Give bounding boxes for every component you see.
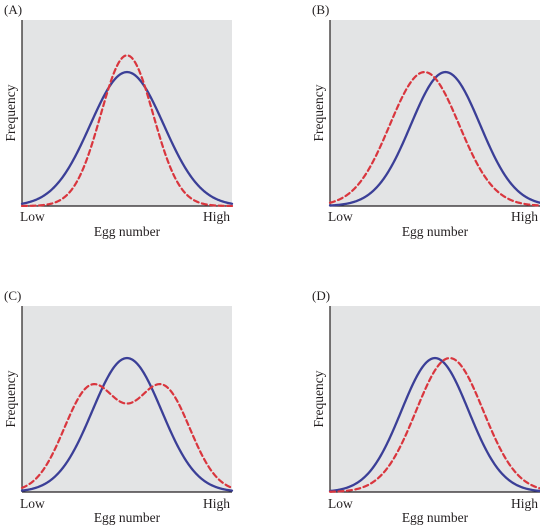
solid-series-line <box>20 70 234 205</box>
panel-label: (A) <box>4 2 22 17</box>
dashed-series-line <box>328 356 540 493</box>
plot-area <box>330 306 540 492</box>
x-axis-title: Egg number <box>94 510 161 525</box>
y-axis-title: Frequency <box>311 84 326 141</box>
chart-panel-a: (A) Frequency Low High Egg number <box>3 2 234 239</box>
x-axis-title: Egg number <box>94 224 161 239</box>
x-tick-label-low: Low <box>328 209 353 224</box>
chart-panel-b: (B) Frequency Low High Egg number <box>311 2 540 239</box>
x-axis-title: Egg number <box>402 224 469 239</box>
solid-series-line <box>20 356 234 492</box>
x-tick-label-high: High <box>203 496 230 511</box>
x-tick-label-high: High <box>511 496 538 511</box>
y-axis-title: Frequency <box>3 370 18 427</box>
plot-area <box>22 20 232 206</box>
panel-label: (D) <box>312 288 330 303</box>
x-tick-label-low: Low <box>328 496 353 511</box>
dashed-series-line <box>20 54 234 208</box>
plot-area <box>330 20 540 206</box>
dashed-series-line <box>328 70 540 207</box>
x-axis-title: Egg number <box>402 510 469 525</box>
y-axis-title: Frequency <box>3 84 18 141</box>
dashed-series-line <box>20 383 234 489</box>
x-tick-label-high: High <box>203 209 230 224</box>
x-tick-label-low: Low <box>20 209 45 224</box>
chart-panel-c: (C) Frequency Low High Egg number <box>3 288 234 525</box>
x-tick-label-high: High <box>511 209 538 224</box>
panel-label: (C) <box>4 288 21 303</box>
x-tick-label-low: Low <box>20 496 45 511</box>
solid-series-line <box>328 356 540 493</box>
plot-area <box>22 306 232 492</box>
chart-panel-d: (D) Frequency Low High Egg number <box>311 288 540 525</box>
y-axis-title: Frequency <box>311 370 326 427</box>
panel-label: (B) <box>312 2 329 17</box>
